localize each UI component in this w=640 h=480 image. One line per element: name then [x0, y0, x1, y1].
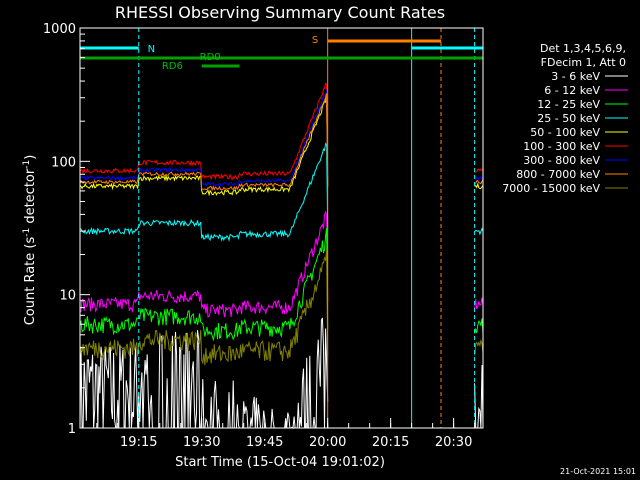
legend-entry-label: 25 - 50 keV	[537, 112, 600, 125]
x-tick-label: 20:30	[435, 435, 472, 450]
legend-entry-label: 800 - 7000 keV	[516, 168, 600, 181]
series-line-1	[79, 210, 484, 319]
y-tick-label: 1	[68, 422, 76, 437]
legend-entry-label: 50 - 100 keV	[530, 126, 600, 139]
legend-entry-label: 7000 - 15000 keV	[502, 182, 600, 195]
y-axis-label-sup2: -1	[22, 160, 32, 169]
series-line-8	[79, 249, 484, 366]
series-line-3	[79, 142, 484, 242]
y-axis-label-end: )	[23, 155, 38, 160]
series-line-2	[79, 228, 484, 342]
flag-label: N	[148, 44, 155, 55]
series-line-5	[79, 82, 484, 181]
flag-label: S	[312, 35, 318, 46]
plot-frame	[79, 27, 484, 429]
x-axis-label: Start Time (15-Oct-04 19:01:02)	[175, 455, 385, 470]
x-tick-label: 19:15	[120, 435, 157, 450]
series-line-4	[79, 95, 484, 197]
plot-area: N S RD0 RD6	[79, 28, 484, 429]
legend-entry-label: 12 - 25 keV	[537, 98, 600, 111]
x-axis: 19:15 19:30 19:45 20:00 20:15 20:30	[96, 418, 476, 450]
flag-label: RD0	[200, 52, 221, 63]
legend-entry-label: 3 - 6 keV	[551, 70, 600, 83]
legend: Det 1,3,4,5,6,9,FDecim 1, Att 03 - 6 keV…	[502, 42, 628, 195]
y-axis: 1 10 100 1000	[43, 22, 90, 437]
legend-entry-label: 300 - 800 keV	[523, 154, 600, 167]
legend-header: FDecim 1, Att 0	[541, 56, 626, 69]
series-line-6	[79, 90, 484, 187]
y-tick-label: 100	[51, 155, 76, 170]
y-axis-label-main: Count Rate (s	[23, 237, 38, 326]
y-axis-label-sup1: -1	[22, 228, 32, 237]
footer-timestamp: 21-Oct-2021 15:01	[560, 467, 636, 476]
x-tick-label: 19:45	[246, 435, 283, 450]
x-tick-label: 20:00	[309, 435, 346, 450]
series-line-7	[79, 93, 484, 192]
x-tick-label: 20:15	[372, 435, 409, 450]
legend-entry-label: 100 - 300 keV	[523, 140, 600, 153]
y-tick-label: 10	[59, 289, 76, 304]
y-axis-label: Count Rate (s-1 detector-1)	[22, 155, 38, 326]
legend-entry-label: 6 - 12 keV	[544, 84, 600, 97]
chart-title: RHESSI Observing Summary Count Rates	[115, 3, 445, 22]
x-tick-label: 19:30	[183, 435, 220, 450]
y-tick-label: 1000	[43, 22, 76, 37]
flag-label: RD6	[162, 61, 183, 72]
legend-header: Det 1,3,4,5,6,9,	[540, 42, 626, 55]
y-axis-label-mid: detector	[23, 168, 38, 228]
